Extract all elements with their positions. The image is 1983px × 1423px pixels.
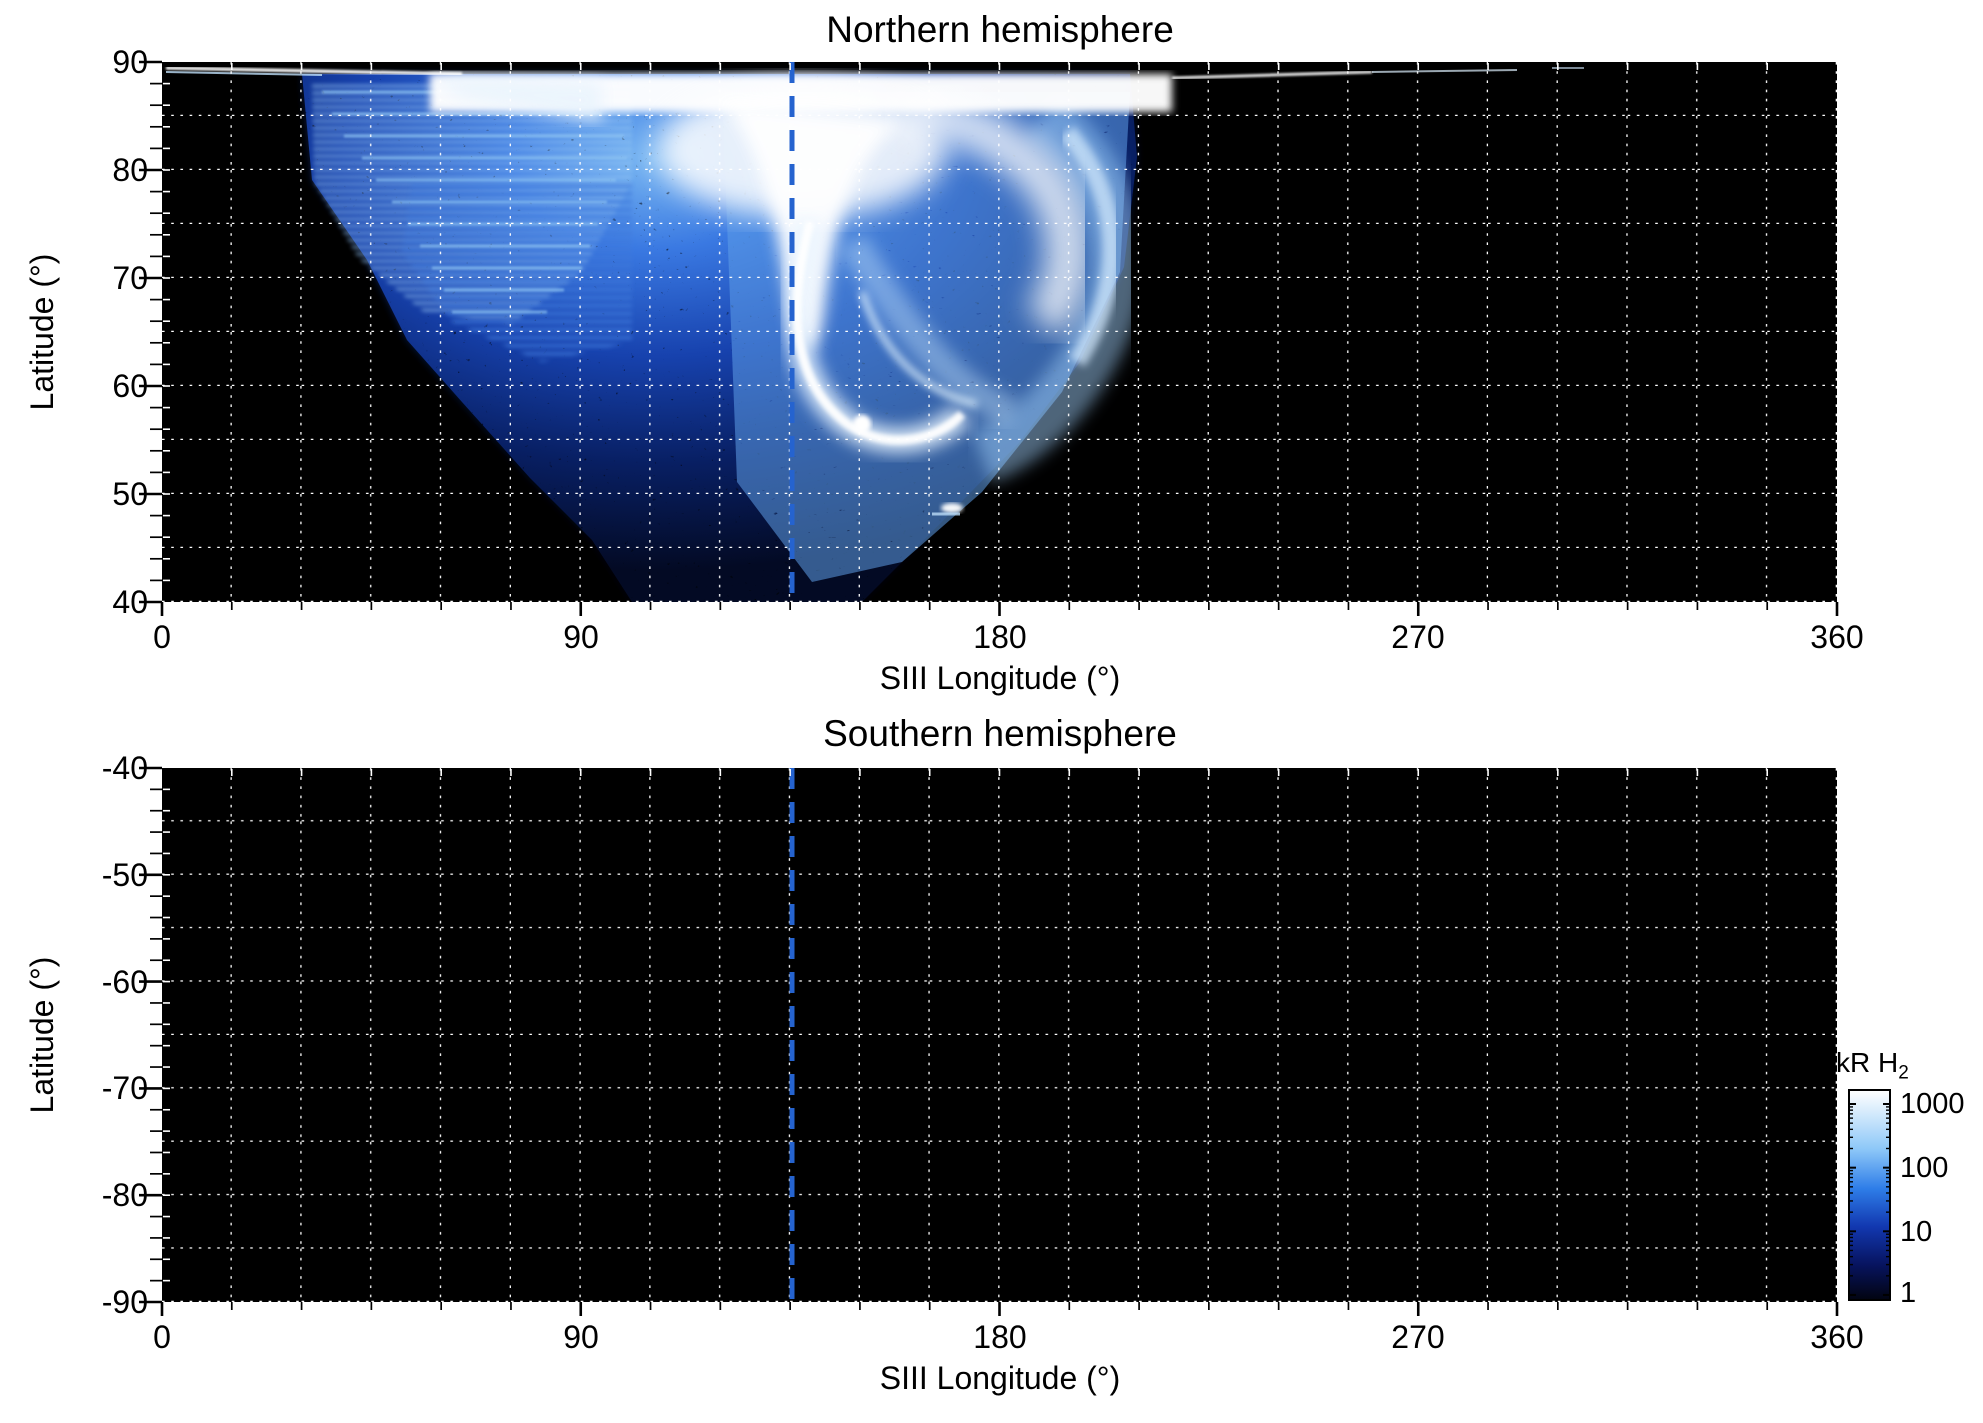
north-x-tick-270: 270 [1391,619,1445,655]
north-y-tick-40: 40 [112,584,148,620]
colorbar-tick-1: 1 [1900,1277,1917,1309]
south-x-axis-label: SIII Longitude (°) [879,1360,1121,1396]
north-panel-heatmap [162,62,1837,602]
south-y-tick--60: -60 [101,964,148,1000]
colorbar [1848,1089,1891,1301]
south-x-tick-0: 0 [153,1319,171,1355]
south-panel-heatmap [162,768,1837,1302]
north-x-tick-180: 180 [973,619,1027,655]
south-gridlines [162,768,1837,1302]
north-x-tick-90: 90 [563,619,599,655]
colorbar-tick-100: 100 [1900,1152,1949,1184]
north-x-tick-360: 360 [1810,619,1864,655]
north-y-tick-50: 50 [112,476,148,512]
south-y-tick--50: -50 [101,857,148,893]
north-y-tick-70: 70 [112,260,148,296]
north-y-axis-label: Latitude (°) [24,253,60,411]
south-y-axis-label: Latitude (°) [24,956,60,1114]
colorbar-tick-10: 10 [1900,1216,1933,1248]
south-y-tick--90: -90 [101,1284,148,1320]
north-gridlines [162,62,1837,602]
colorbar-title: kR H2 [1836,1047,1909,1084]
colorbar-tick-1000: 1000 [1900,1088,1965,1120]
north-y-tick-60: 60 [112,368,148,404]
north-x-axis-label: SIII Longitude (°) [879,660,1121,696]
south-x-tick-180: 180 [973,1319,1027,1355]
north-title: Northern hemisphere [826,9,1174,50]
south-y-tick--80: -80 [101,1177,148,1213]
south-y-tick--70: -70 [101,1070,148,1106]
colorbar-title-subscript: 2 [1898,1062,1909,1084]
south-x-tick-360: 360 [1810,1319,1864,1355]
south-x-tick-270: 270 [1391,1319,1445,1355]
north-x-tick-0: 0 [153,619,171,655]
south-x-tick-90: 90 [563,1319,599,1355]
south-title: Southern hemisphere [823,713,1177,754]
north-y-tick-90: 90 [112,44,148,80]
south-y-tick--40: -40 [101,750,148,786]
north-y-tick-80: 80 [112,152,148,188]
